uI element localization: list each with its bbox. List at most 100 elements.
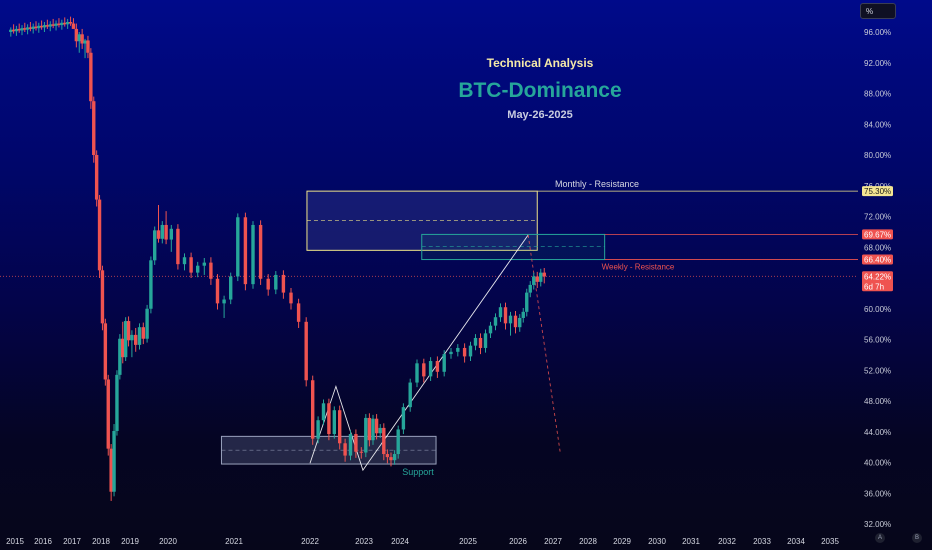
scale-button[interactable]: % (860, 3, 896, 19)
candle-body (389, 457, 393, 461)
candle-body (115, 374, 119, 431)
candle-body (215, 278, 220, 304)
candle-body (141, 327, 145, 339)
candle-body (348, 434, 353, 456)
candle-body (176, 228, 180, 265)
y-tick-label: 72.00% (864, 213, 891, 222)
candle-body (236, 217, 240, 277)
x-tick-label: 2020 (159, 537, 177, 546)
candle-body (321, 403, 326, 421)
candle-body (153, 230, 157, 261)
header-date: May-26-2025 (507, 109, 573, 121)
x-tick-label: 2025 (459, 537, 477, 546)
candle-body (266, 278, 270, 290)
candle-body (371, 418, 375, 441)
candle-body (63, 22, 67, 25)
x-tick-label: 2016 (34, 537, 52, 546)
candle-body (109, 448, 113, 492)
y-tick-label: 52.00% (864, 366, 891, 375)
x-tick-label: 2032 (718, 537, 736, 546)
candle-body (518, 317, 522, 328)
candle-body (106, 379, 110, 449)
candle-body (103, 323, 108, 380)
candle-body (304, 321, 308, 381)
candle-body (435, 361, 440, 372)
candle-body (182, 257, 187, 265)
candle-body (415, 363, 419, 383)
candle-body (39, 25, 44, 28)
candle-body (478, 337, 483, 348)
candle-body (156, 230, 161, 239)
x-tick-label: 2035 (821, 537, 839, 546)
x-tick-label: 2023 (355, 537, 373, 546)
settings-icon[interactable]: B (912, 533, 922, 543)
x-tick-label: 2018 (92, 537, 110, 546)
candle-body (149, 260, 153, 309)
x-tick-label: 2022 (301, 537, 319, 546)
candle-body (60, 22, 64, 26)
scale-button-label: % (866, 7, 874, 16)
candle-body (92, 101, 96, 155)
candle-body (160, 224, 164, 239)
candle-body (449, 351, 453, 355)
candle-body (45, 25, 50, 27)
candle-body (196, 265, 200, 273)
candle-body (316, 420, 320, 439)
x-tick-label: 2024 (391, 537, 409, 546)
weekly-resistance-label: Weekly - Resistance (602, 263, 675, 272)
y-tick-label: 92.00% (864, 59, 891, 68)
x-tick-label: 2030 (648, 537, 666, 546)
x-tick-label: 2026 (509, 537, 527, 546)
candle-body (442, 354, 446, 372)
candle-body (378, 427, 382, 434)
candle-body (498, 307, 503, 318)
candle-body (222, 299, 226, 304)
candle-body (488, 325, 493, 334)
candle-body (374, 418, 379, 434)
candle-body (311, 380, 315, 439)
candle-body (130, 334, 134, 341)
candle-body (83, 40, 87, 44)
candle-body (42, 25, 47, 28)
candle-body (296, 303, 301, 322)
candle-body (396, 429, 400, 455)
candle-body (57, 23, 61, 26)
candle-body (281, 274, 286, 293)
candle-body (169, 228, 173, 240)
candle-body (508, 315, 513, 324)
candle-body (145, 308, 149, 339)
header-subtitle: Technical Analysis (486, 56, 594, 70)
candle-body (100, 270, 105, 324)
candle-body (123, 321, 128, 358)
x-tick-label: 2021 (225, 537, 243, 546)
candle-body (20, 28, 24, 31)
candle-body (164, 224, 168, 240)
candle-body (343, 443, 347, 456)
candle-body (80, 34, 84, 44)
x-tick-label: 2028 (579, 537, 597, 546)
y-tick-label: 68.00% (864, 243, 891, 252)
price-label-bg (862, 186, 893, 197)
auto-scale-icon[interactable]: A (875, 533, 885, 543)
candle-body (229, 276, 233, 300)
candle-body (202, 262, 206, 266)
decline-projection (527, 234, 561, 454)
candle-body (118, 338, 122, 375)
candle-body (77, 34, 81, 42)
settings-icon-label: B (914, 535, 919, 541)
candle-body (539, 272, 543, 282)
candle-body (401, 407, 406, 430)
candle-body (289, 292, 293, 304)
candle-body (11, 29, 16, 32)
price-label-bg (862, 271, 893, 292)
monthly-resistance-label: Monthly - Resistance (555, 179, 639, 189)
price-label: 64.22% (864, 272, 891, 281)
y-tick-label: 60.00% (864, 305, 891, 314)
weekly-resistance-box (421, 233, 606, 261)
candle-body (97, 199, 102, 271)
x-tick-label: 2017 (63, 537, 81, 546)
candle-body (209, 262, 213, 279)
candle-body (23, 28, 27, 30)
